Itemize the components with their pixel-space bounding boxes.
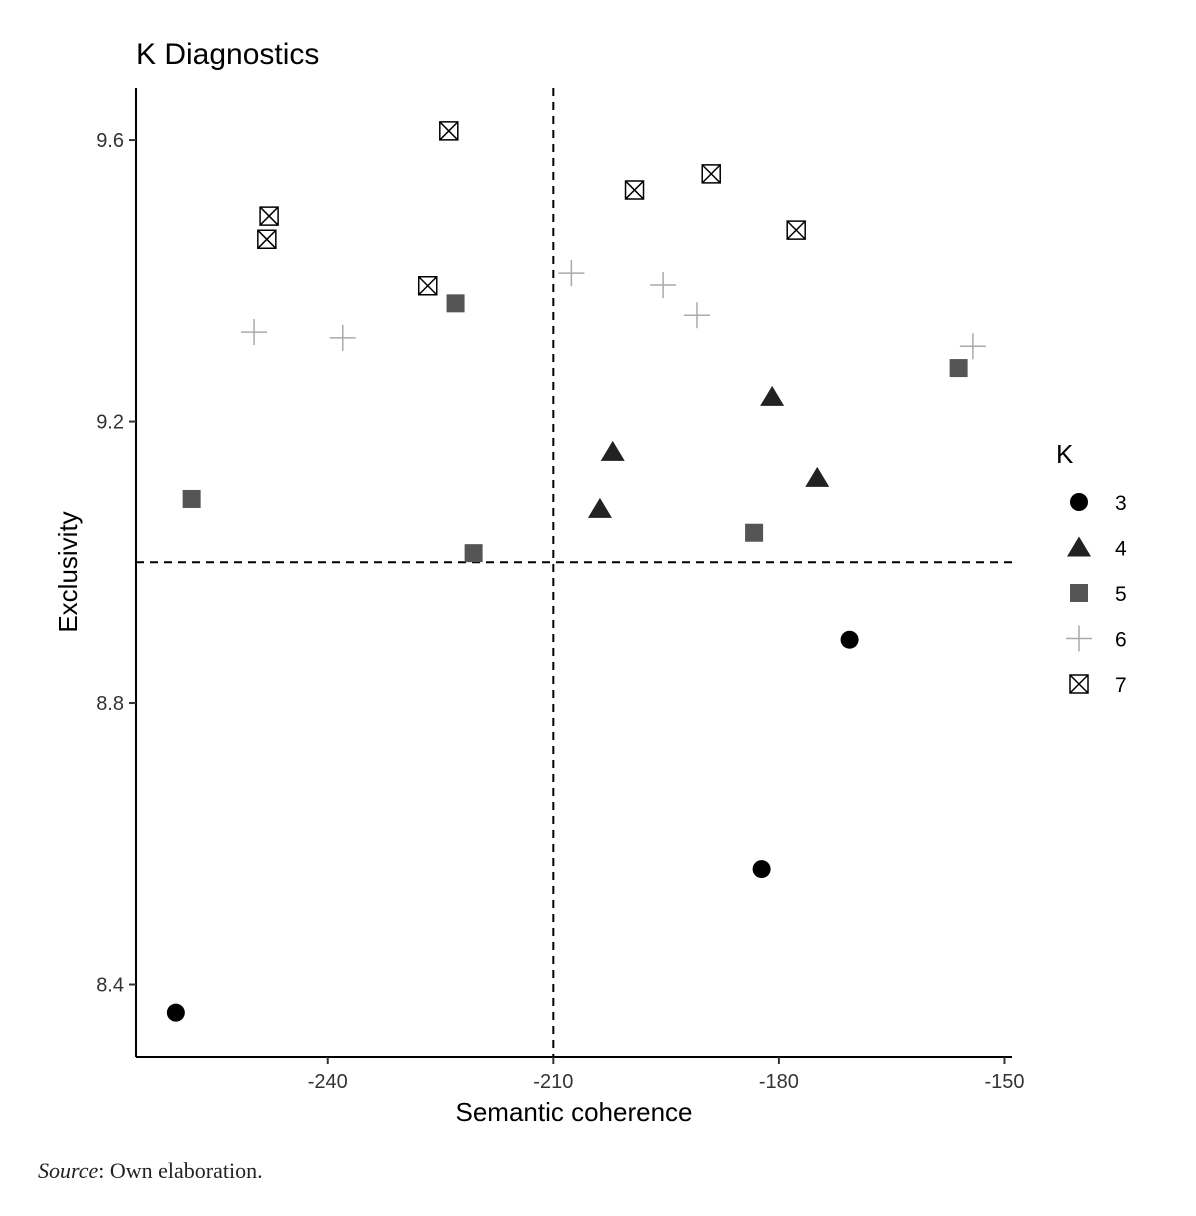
data-points — [166, 121, 986, 1022]
x-axis-label: Semantic coherence — [455, 1097, 692, 1127]
data-point-k5 — [745, 523, 764, 542]
data-point-k7 — [417, 275, 438, 296]
x-tick-label: -240 — [308, 1071, 348, 1093]
legend-title: K — [1056, 439, 1074, 469]
data-point-k7 — [701, 164, 721, 184]
data-point-k7 — [259, 206, 279, 226]
reference-lines — [136, 88, 1012, 1057]
x-tick-label: -180 — [759, 1071, 799, 1093]
data-point-k6 — [683, 302, 710, 329]
legend-label-k3: 3 — [1115, 492, 1127, 515]
legend-key-k6 — [1066, 625, 1092, 652]
source-label: Source — [38, 1158, 99, 1183]
legend-key-k5 — [1070, 584, 1088, 602]
data-point-k6 — [959, 333, 986, 360]
x-tick-label: -150 — [984, 1071, 1024, 1093]
data-point-k6 — [558, 260, 585, 287]
data-point-k7 — [624, 180, 645, 200]
data-point-k6 — [329, 324, 356, 351]
x-tick-label: -210 — [533, 1071, 573, 1093]
data-point-k4 — [587, 497, 612, 518]
data-point-k7 — [439, 121, 459, 141]
data-point-k4 — [760, 385, 785, 406]
data-point-k4 — [600, 440, 625, 461]
legend-key-k7 — [1069, 674, 1089, 694]
legend-key-k4 — [1067, 536, 1091, 557]
y-tick-label: 8.8 — [96, 693, 124, 715]
legend: K 3 4 5 6 7 — [1056, 439, 1127, 697]
data-point-k7 — [257, 229, 277, 250]
data-point-k5 — [464, 544, 483, 563]
y-tick-label: 9.2 — [96, 412, 124, 434]
y-tick-label: 8.4 — [96, 975, 124, 997]
source-note: Source: Own elaboration. — [38, 1158, 263, 1184]
data-point-k5 — [949, 359, 968, 378]
data-point-k6 — [241, 319, 268, 346]
data-point-k6 — [650, 272, 677, 299]
legend-label-k5: 5 — [1115, 583, 1127, 606]
data-point-k3 — [752, 860, 771, 879]
data-point-k3 — [840, 630, 859, 649]
chart-title: K Diagnostics — [136, 38, 319, 71]
data-point-k7 — [786, 220, 806, 240]
legend-label-k6: 6 — [1115, 629, 1127, 652]
legend-label-k7: 7 — [1115, 674, 1127, 697]
data-point-k4 — [805, 466, 830, 487]
legend-key-k3 — [1070, 493, 1088, 511]
y-tick-label: 9.6 — [96, 130, 124, 152]
y-axis-label: Exclusivity — [53, 511, 83, 632]
axes: -240 -210 -180 -150 8.4 8.8 9.2 9.6 — [96, 88, 1024, 1093]
source-text: : Own elaboration. — [98, 1158, 263, 1183]
data-point-k3 — [166, 1003, 185, 1022]
data-point-k5 — [446, 294, 465, 313]
legend-label-k4: 4 — [1115, 538, 1127, 561]
data-point-k5 — [182, 489, 201, 508]
